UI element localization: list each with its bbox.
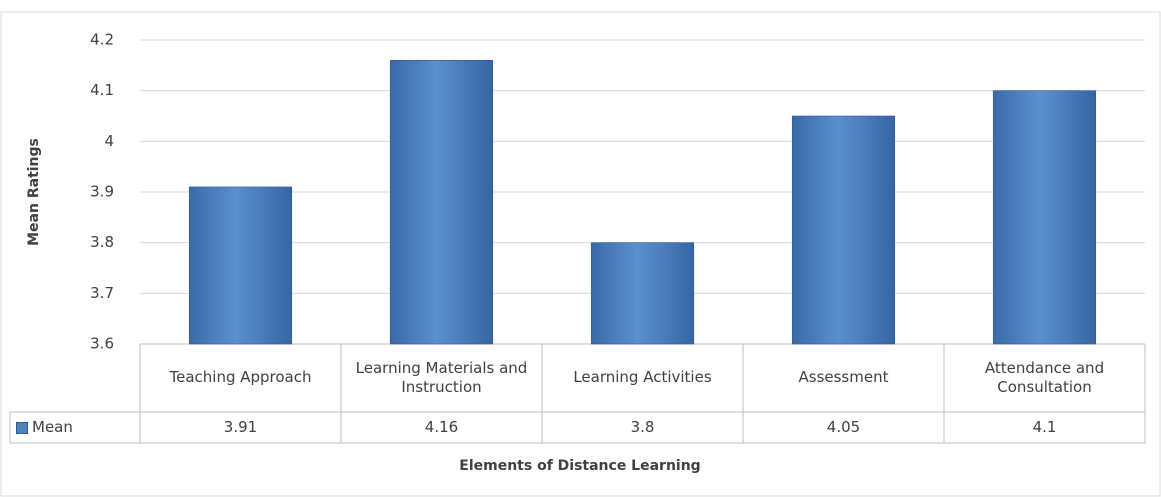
chart-border [0, 11, 1161, 497]
bar [791, 115, 896, 345]
table-value: 4.1 [1032, 417, 1057, 436]
x-tick-label: Attendance and Consultation [984, 358, 1105, 397]
table-value: 4.05 [826, 417, 861, 436]
y-tick-label: 4.2 [90, 31, 114, 49]
y-tick-label: 3.9 [90, 183, 114, 201]
y-tick-label: 4.1 [90, 81, 114, 99]
bar [188, 186, 293, 345]
x-tick-label: Learning Materials and Instruction [355, 358, 528, 397]
legend-marker [16, 421, 28, 434]
legend-entry: Mean [10, 412, 140, 443]
y-tick-label: 3.7 [90, 284, 114, 302]
x-tick-label: Assessment [798, 368, 889, 387]
bar [590, 242, 695, 345]
y-tick-label: 4 [104, 132, 114, 150]
table-value: 3.8 [630, 417, 655, 436]
y-tick-label: 3.6 [90, 335, 114, 353]
y-axis-title: Mean Ratings [26, 138, 42, 246]
x-tick-label: Teaching Approach [169, 368, 312, 387]
bar [992, 90, 1097, 345]
y-tick-label: 3.8 [90, 233, 114, 251]
table-value: 3.91 [223, 417, 258, 436]
x-tick-label: Learning Activities [573, 368, 712, 387]
legend-label: Mean [32, 417, 73, 436]
x-axis-title: Elements of Distance Learning [459, 458, 700, 474]
bar [389, 59, 494, 345]
table-value: 4.16 [424, 417, 459, 436]
